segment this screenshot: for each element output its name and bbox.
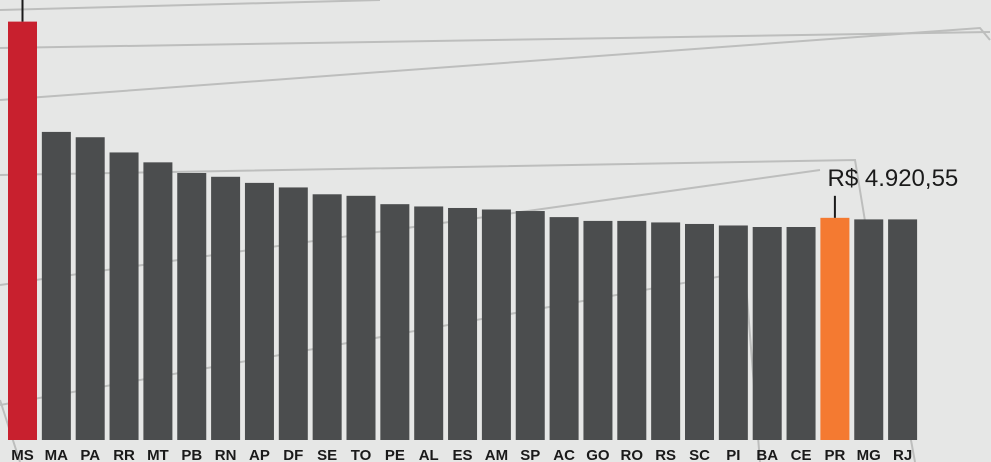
- tick-label-pb: PB: [181, 447, 202, 462]
- tick-label-to: TO: [351, 447, 372, 462]
- callout-label-pr: R$ 4.920,55: [828, 165, 959, 192]
- tick-label-df: DF: [283, 447, 303, 462]
- bar-ce: [786, 227, 816, 440]
- bar-rr: [109, 152, 139, 440]
- tick-label-se: SE: [317, 447, 337, 462]
- bar-se: [312, 194, 342, 440]
- tick-label-rr: RR: [113, 447, 135, 462]
- bar-ba: [752, 227, 782, 440]
- bar-al: [414, 206, 444, 440]
- tick-label-pr: PR: [824, 447, 845, 462]
- bar-df: [278, 187, 308, 440]
- bar-ap: [244, 182, 274, 440]
- bar-ma: [41, 131, 71, 440]
- deco-line: [0, 26, 991, 101]
- tick-label-ap: AP: [249, 447, 270, 462]
- bar-rn: [211, 176, 241, 441]
- tick-label-ac: AC: [553, 447, 575, 462]
- tick-label-sc: SC: [689, 447, 710, 462]
- bar-pr: [820, 217, 850, 440]
- bar-pi: [718, 225, 748, 440]
- bar-am: [481, 209, 511, 440]
- bar-pe: [380, 204, 410, 440]
- bar-ro: [617, 220, 647, 440]
- bar-go: [583, 220, 613, 440]
- bar-sp: [515, 211, 545, 440]
- tick-label-ms: MS: [11, 447, 34, 462]
- tick-label-mt: MT: [147, 447, 169, 462]
- bar-pa: [75, 137, 105, 441]
- tick-label-ba: BA: [756, 447, 778, 462]
- tick-label-ma: MA: [45, 447, 68, 462]
- tick-label-ce: CE: [791, 447, 812, 462]
- annotations-group: R$ 4.920,55: [21, 0, 959, 218]
- bars-group: [8, 21, 918, 441]
- bar-ac: [549, 217, 579, 440]
- tick-label-am: AM: [485, 447, 508, 462]
- deco-line: [0, 31, 991, 49]
- bar-mt: [143, 162, 173, 440]
- bar-pb: [177, 172, 207, 441]
- tick-label-rs: RS: [655, 447, 676, 462]
- tick-label-mg: MG: [857, 447, 881, 462]
- tick-label-rj: RJ: [893, 447, 912, 462]
- bar-ms: [8, 21, 37, 441]
- bar-sc: [685, 223, 714, 440]
- tick-label-rn: RN: [215, 447, 237, 462]
- bar-rs: [651, 222, 681, 440]
- bar-rj: [888, 219, 918, 440]
- tick-label-es: ES: [453, 447, 473, 462]
- tick-label-ro: RO: [621, 447, 644, 462]
- tick-label-al: AL: [419, 447, 439, 462]
- tick-label-pa: PA: [80, 447, 100, 462]
- bar-mg: [854, 219, 884, 440]
- tick-label-pe: PE: [385, 447, 405, 462]
- x-tick-labels: MS MA PA RR MT PB RN AP DF SE TO PE AL ES AM SP AC GO RO RS…: [11, 447, 912, 462]
- bar-to: [346, 195, 376, 440]
- tick-label-sp: SP: [520, 447, 540, 462]
- tick-label-go: GO: [586, 447, 610, 462]
- bar-es: [448, 207, 478, 440]
- tick-label-pi: PI: [726, 447, 740, 462]
- deco-line: [0, 0, 381, 11]
